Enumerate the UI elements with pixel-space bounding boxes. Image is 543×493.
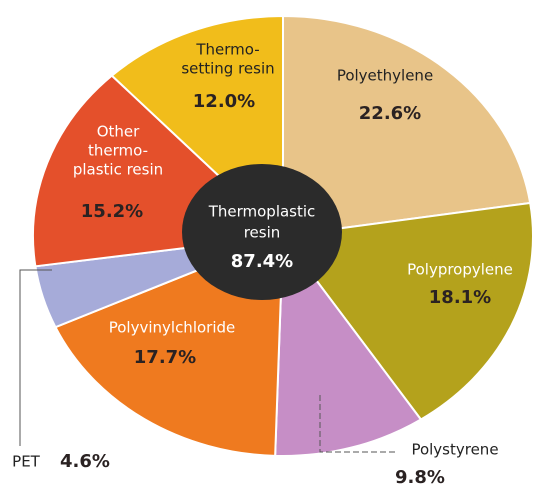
slice-label: Polystyrene [411, 441, 498, 459]
pie-slice [281, 201, 534, 421]
value-label: 12.0% [193, 91, 255, 112]
center-hole [182, 164, 342, 300]
pie-slice [282, 14, 532, 238]
pie-slice [274, 233, 423, 457]
slice-label: Thermo- [195, 41, 259, 59]
value-label: 15.2% [81, 201, 143, 222]
value-label: 22.6% [359, 103, 421, 124]
slice-label: Polypropylene [407, 261, 513, 279]
slice-label: Other [97, 123, 140, 141]
slice-label: PET [12, 453, 41, 471]
slice-label: Polyethylene [337, 67, 433, 85]
slice-label: Polyvinylchloride [109, 319, 236, 337]
center-label: Thermoplastic [208, 203, 316, 221]
leader-line [19, 269, 52, 446]
center-label: resin [244, 224, 281, 242]
center-value: 87.4% [231, 251, 293, 272]
value-label: 4.6% [60, 451, 110, 472]
value-label: 9.8% [395, 467, 445, 488]
value-label: 18.1% [429, 287, 491, 308]
value-label: 17.7% [134, 347, 196, 368]
slice-label: thermo- [88, 142, 148, 160]
slice-label: plastic resin [73, 161, 163, 179]
slice-label: setting resin [181, 60, 274, 78]
leader-line [319, 395, 395, 453]
